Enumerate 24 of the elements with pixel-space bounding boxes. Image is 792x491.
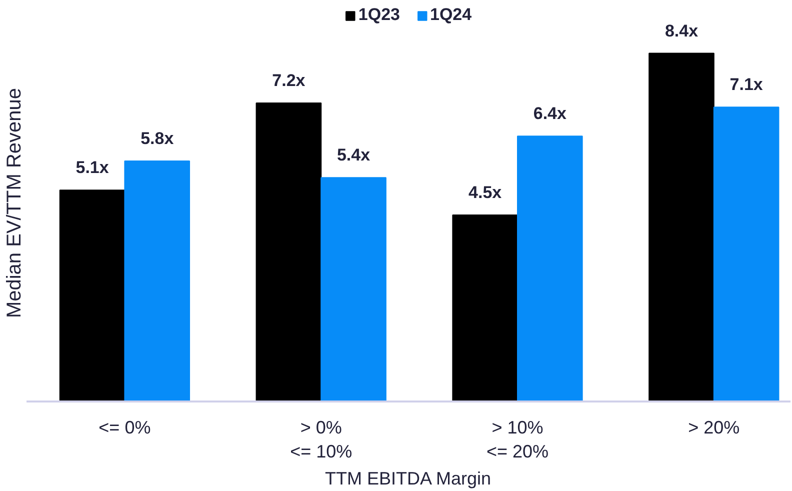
data-label: 4.5x <box>468 182 502 202</box>
bar <box>452 214 518 402</box>
y-axis-title: Median EV/TTM Revenue <box>4 88 26 318</box>
data-label: 5.4x <box>336 146 371 165</box>
bar <box>713 106 780 402</box>
data-label: 7.2x <box>272 71 306 90</box>
data-label: 5.1x <box>76 158 110 178</box>
x-tick-label: <= 0% <box>98 418 151 438</box>
bar <box>59 190 126 402</box>
bar <box>517 136 583 402</box>
data-label: 5.8x <box>140 129 174 148</box>
x-tick-label: > 20% <box>688 418 740 438</box>
bar <box>256 102 322 402</box>
data-label: 7.1x <box>730 75 764 94</box>
bar <box>320 177 386 402</box>
data-label: 8.4x <box>664 21 699 40</box>
bar <box>648 52 714 402</box>
x-axis-title: TTM EBITDA Margin <box>324 468 492 488</box>
legend-label: 1Q23 <box>358 5 400 25</box>
x-tick-label: > 10% <= 20% <box>486 418 549 462</box>
x-tick-label: > 0% <= 10% <box>290 418 352 462</box>
data-label: 6.4x <box>533 104 567 124</box>
legend-label: 1Q24 <box>430 5 472 25</box>
bar <box>124 160 190 402</box>
